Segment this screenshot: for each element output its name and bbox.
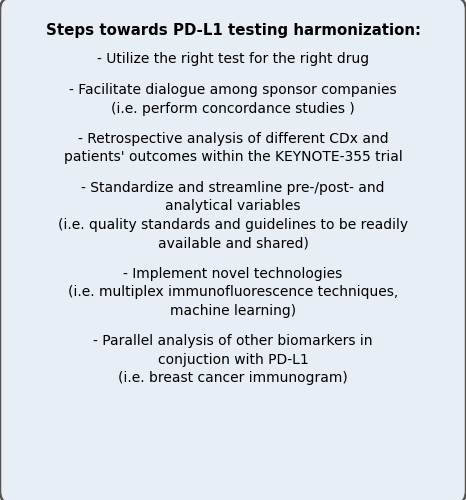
Text: (i.e. perform concordance studies ): (i.e. perform concordance studies ) xyxy=(111,102,355,116)
Text: conjuction with PD-L1: conjuction with PD-L1 xyxy=(158,353,308,367)
Text: (i.e. multiplex immunofluorescence techniques,: (i.e. multiplex immunofluorescence techn… xyxy=(68,286,398,300)
Text: - Implement novel technologies: - Implement novel technologies xyxy=(123,267,343,281)
Text: (i.e. quality standards and guidelines to be readily: (i.e. quality standards and guidelines t… xyxy=(58,218,408,232)
Text: (i.e. breast cancer immunogram): (i.e. breast cancer immunogram) xyxy=(118,372,348,386)
Text: - Retrospective analysis of different CDx and: - Retrospective analysis of different CD… xyxy=(78,132,388,146)
Text: - Facilitate dialogue among sponsor companies: - Facilitate dialogue among sponsor comp… xyxy=(69,83,397,97)
Text: Steps towards PD-L1 testing harmonization:: Steps towards PD-L1 testing harmonizatio… xyxy=(46,22,420,38)
Text: machine learning): machine learning) xyxy=(170,304,296,318)
Text: analytical variables: analytical variables xyxy=(165,200,301,213)
Text: - Parallel analysis of other biomarkers in: - Parallel analysis of other biomarkers … xyxy=(93,334,373,348)
Text: - Utilize the right test for the right drug: - Utilize the right test for the right d… xyxy=(97,52,369,66)
Text: - Standardize and streamline pre-/post- and: - Standardize and streamline pre-/post- … xyxy=(81,181,385,195)
Text: available and shared): available and shared) xyxy=(158,236,308,250)
Text: patients' outcomes within the KEYNOTE-355 trial: patients' outcomes within the KEYNOTE-35… xyxy=(64,150,402,164)
